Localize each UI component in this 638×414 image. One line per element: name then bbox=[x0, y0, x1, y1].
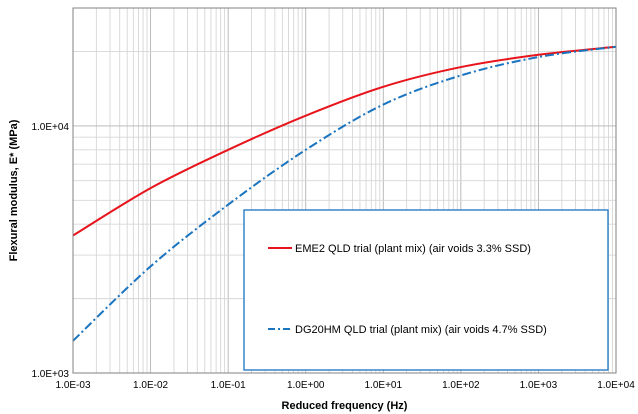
tick-labels: 1.0E-03 1.0E-02 1.0E-01 1.0E+00 1.0E+01 1.0E+… bbox=[31, 122, 635, 391]
y-tick-label: 1.0E+04 bbox=[31, 122, 69, 133]
series-line-eme2 bbox=[72, 45, 617, 237]
y-tick-label: 1.0E+03 bbox=[31, 369, 69, 380]
y-axis-title: Flexural modulus, E* (MPa) bbox=[8, 119, 20, 261]
x-tick-label: 1.0E+01 bbox=[365, 380, 403, 391]
x-tick-label: 1.0E+03 bbox=[520, 380, 558, 391]
legend-label-eme2: EME2 QLD trial (plant mix) (air voids 3.… bbox=[295, 243, 531, 255]
x-tick-label: 1.0E+00 bbox=[287, 380, 325, 391]
x-axis-title: Reduced frequency (Hz) bbox=[282, 400, 408, 412]
x-tick-label: 1.0E+02 bbox=[442, 380, 480, 391]
series-line-dg20hm bbox=[72, 45, 617, 342]
legend-box bbox=[243, 209, 609, 371]
x-tick-label: 1.0E-01 bbox=[211, 380, 246, 391]
x-tick-label: 1.0E+04 bbox=[597, 380, 635, 391]
x-tick-label: 1.0E-03 bbox=[55, 380, 90, 391]
plot-area bbox=[72, 7, 617, 374]
x-tick-label: 1.0E-02 bbox=[133, 380, 168, 391]
series-layer bbox=[72, 45, 617, 342]
legend: EME2 QLD trial (plant mix) (air voids 3.… bbox=[243, 209, 609, 371]
legend-label-dg20hm: DG20HM QLD trial (plant mix) (air voids … bbox=[295, 324, 547, 336]
